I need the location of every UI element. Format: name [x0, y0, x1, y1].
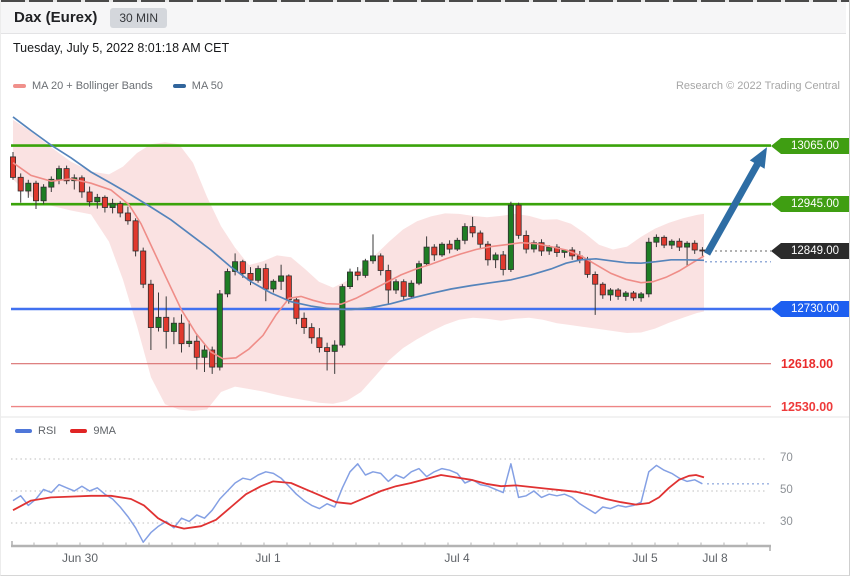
copyright-note: Research © 2022 Trading Central [675, 80, 840, 92]
support-level-label: 12618.00 [781, 356, 834, 371]
timestamp: Tuesday, July 5, 2022 8:01:18 AM CET [13, 41, 230, 55]
resistance-level-tag: 13065.00 [771, 137, 849, 154]
instrument-title: Dax (Eurex) [14, 9, 98, 26]
rsi-tick-30: 30 [780, 516, 793, 528]
rsi-tick-70: 70 [780, 452, 793, 464]
x-axis-label: Jun 30 [61, 551, 99, 565]
main-chart-legend: MA 20 + Bollinger Bands MA 50 [13, 80, 223, 92]
ma50-legend-label: MA 50 [191, 80, 223, 92]
x-axis-label: Jul 8 [702, 551, 728, 565]
last-price-tag: 12849.00 [771, 243, 849, 259]
rsi-legend-swatch [15, 428, 32, 434]
timeframe-badge: 30 MIN [110, 7, 168, 28]
top-edge-divider [1, 0, 849, 2]
rsi-legend: RSI 9MA [15, 425, 116, 437]
rsi-tick-50: 50 [780, 484, 793, 496]
x-axis-label: Jul 5 [632, 551, 658, 565]
x-axis-label: Jul 1 [255, 551, 281, 565]
ma50-legend-swatch [172, 84, 186, 88]
rsi-legend-label: RSI [38, 425, 57, 437]
support-level-label: 12530.00 [781, 399, 834, 414]
rsi-ma-legend-label: 9MA [93, 425, 116, 437]
ma20-bollinger-legend-swatch [13, 84, 26, 88]
rsi-ma-legend-swatch [70, 428, 88, 434]
title-bar: Dax (Eurex) 30 MIN [1, 2, 846, 34]
ma20-bollinger-legend-label: MA 20 + Bollinger Bands [32, 80, 153, 92]
resistance-level-tag: 12945.00 [771, 196, 849, 213]
pivot-level-tag: 12730.00 [771, 301, 849, 317]
x-axis-label: Jul 4 [444, 551, 470, 565]
